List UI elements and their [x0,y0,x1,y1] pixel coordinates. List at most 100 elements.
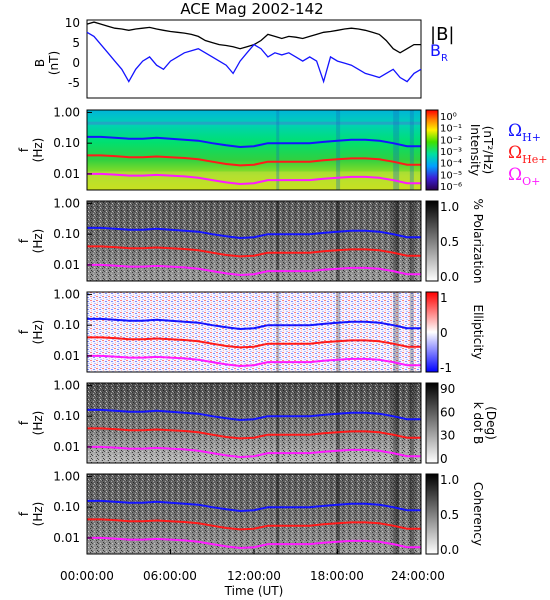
y-axis-unit: (Hz) [31,229,45,254]
spectrogram-panel-4: 1.00 0.10 0.01 f (Hz) 90 60 30 0 k dot B (Deg) [17,378,498,466]
colorbar-tick-label: 1 [440,291,448,305]
event-stripe [409,383,414,463]
spectrogram-panel-1: 1.00 0.10 0.01 f (Hz) 10⁰10⁻¹10⁻²10⁻³10⁻⁴10⁻⁵… [17,105,547,193]
x-tick-label: 18:00:00 [310,569,364,583]
panel-b-field: 10 5 0 -5 B (nT) |B| BR [33,16,454,99]
colorbar-label: % Polarization [471,199,485,284]
colorbar-tick-label: 90 [440,382,455,396]
colorbar [425,109,439,191]
gyrofrequency-line-he-plus [87,245,421,258]
y-tick-label: 1.00 [53,287,80,301]
gyrofrequency-line-o-plus [87,172,421,186]
y-tick-label: 0.10 [53,409,80,423]
y-tick-label: 5 [72,36,80,50]
event-stripe [276,474,280,554]
y-tick-label: 0.01 [53,167,80,181]
gyrofrequency-line-h-plus [87,499,421,513]
gyrofrequency-line-h-plus [87,317,421,331]
x-tick-label: 00:00:00 [60,569,114,583]
legend-entry-omega-o: ΩO+ [508,165,540,188]
spectrogram-band [87,121,421,125]
spectrogram-panel-2: 1.00 0.10 0.01 f (Hz) 1.0 0.5 0.0 % Polarization [17,196,485,284]
panel-frame [86,109,422,191]
y-tick-labels: 10 5 0 -5 [65,16,80,90]
event-stripe [409,292,414,372]
legend-label: Ω [508,121,522,141]
y-axis-label: f [17,238,31,243]
gyrofrequency-line-h-plus [87,226,421,240]
colorbar-tick-label: 0 [440,326,448,340]
y-tick-label: 1.00 [53,469,80,483]
legend-entry-b-r: BR [430,41,448,64]
colorbar [425,291,439,373]
series-line-b-r [86,31,422,84]
gyrofrequency-line-he-plus [87,427,421,440]
y-axis-unit: (Hz) [31,411,45,436]
legend-label: Ω [508,143,522,163]
y-axis-label: f [17,420,31,425]
x-axis-label: Time (UT) [224,584,284,598]
y-axis-label: B [33,59,47,67]
colorbar-tick-label: 0.5 [440,508,459,522]
gyrofrequency-line-he-plus [87,518,421,531]
colorbar-tick-label: 10⁻² [440,135,462,146]
y-tick-label: 0.01 [53,531,80,545]
colorbar-tick-label: 1.0 [440,473,459,487]
colorbar-label: Coherency [471,482,485,546]
panel-frame [86,382,422,464]
y-axis-label: f [17,147,31,152]
legend-entry-omega-h: ΩH+ [508,121,541,144]
colorbar-sublabel: (Deg) [484,406,498,440]
gyrofrequency-line-o-plus [87,263,421,277]
gyrofrequency-line-h-plus [87,408,421,422]
event-stripe [276,110,280,190]
event-stripe [393,383,400,463]
legend-entry-b-magnitude: |B| [430,24,454,45]
colorbar-tick-label: 0.0 [440,543,459,557]
y-tick-label: 1.00 [53,196,80,210]
colorbar-tick-label: -1 [440,361,452,375]
colorbar-tick-label: 0 [440,452,448,466]
y-tick-label: 10 [65,16,80,30]
y-tick-label: 0.10 [53,227,80,241]
colorbar-tick-label: 10⁻³ [440,147,462,158]
spectrogram-panel-3: 1.00 0.10 0.01 f (Hz) 1 0 -1 Ellipticity [17,287,485,375]
gyrofrequency-line-he-plus [87,154,421,167]
panel-frame [86,291,422,373]
gyrofrequency-line-he-plus [87,336,421,349]
colorbar-tick-label: 30 [440,429,455,443]
x-tick-label: 24:00:00 [391,569,445,583]
event-stripe [276,201,280,281]
legend-subscript: H+ [522,131,541,144]
event-stripe [393,110,400,190]
y-tick-label: 0.01 [53,440,80,454]
gyrofrequency-line-o-plus [87,354,421,368]
gyrofrequency-line-o-plus [87,445,421,459]
spectrogram-panels: 1.000.100.01f (Hz)10⁰10⁻¹10⁻²10⁻³10⁻⁴10⁻⁵… [17,105,547,557]
gyrofrequency-line-h-plus [87,135,421,149]
y-tick-label: 0.01 [53,349,80,363]
colorbar-tick-label: 10⁻¹ [440,124,462,135]
event-stripe [336,474,341,554]
panel-frame [86,19,422,99]
event-stripe [409,201,414,281]
y-tick-label: 1.00 [53,378,80,392]
legend-label: B [430,41,441,60]
legend-entry-omega-he: ΩHe+ [508,143,547,166]
x-axis: 00:00:00 06:00:00 12:00:00 18:00:00 24:0… [60,569,445,598]
colorbar [425,382,439,464]
colorbar-label: Intensity [468,124,482,176]
y-tick-label: 0.01 [53,258,80,272]
event-stripe [393,201,400,281]
colorbar-tick-label: 0.0 [440,270,459,284]
y-tick-label: 0 [72,56,80,70]
chart-title: ACE Mag 2002-142 [180,0,323,18]
y-axis-unit: (Hz) [31,138,45,163]
event-stripe [409,110,414,190]
colorbar [425,473,439,555]
y-axis-unit: (Hz) [31,320,45,345]
colorbar-label: k dot B [471,402,485,444]
y-tick-label: 1.00 [53,105,80,119]
colorbar-label: Ellipticity [471,305,485,360]
